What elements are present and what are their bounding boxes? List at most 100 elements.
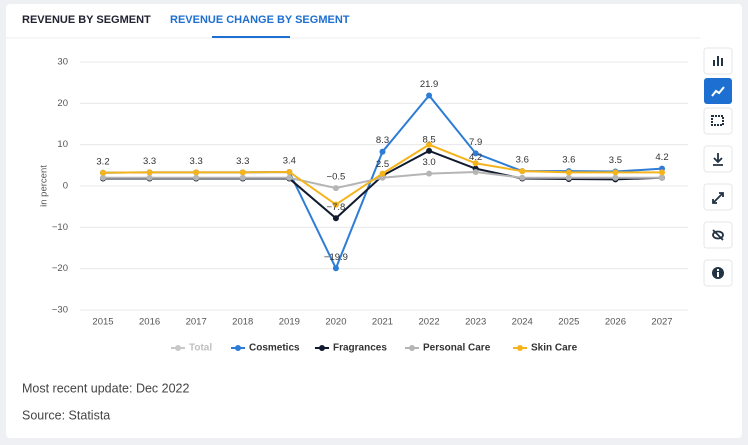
data-label: 7.9 (469, 137, 482, 148)
x-tick-label: 2017 (186, 317, 207, 328)
x-tick-label: 2024 (512, 317, 533, 328)
legend-marker (517, 345, 523, 351)
data-label: 3.5 (609, 155, 622, 166)
data-label: 3.0 (422, 157, 435, 168)
y-tick-label: −10 (52, 222, 68, 233)
legend-label[interactable]: Total (189, 343, 212, 354)
point (379, 170, 386, 177)
toolbar (703, 47, 733, 287)
legend-label[interactable]: Skin Care (531, 343, 578, 354)
legend-label[interactable]: Fragrances (333, 343, 387, 354)
y-tick-label: 20 (57, 98, 68, 109)
point (379, 148, 386, 155)
legend-marker (235, 345, 241, 351)
point (239, 174, 246, 181)
y-tick-label: 0 (63, 181, 68, 192)
data-label: 3.3 (143, 156, 156, 167)
icon (711, 115, 724, 126)
point (286, 168, 293, 175)
x-tick-label: 2015 (92, 317, 113, 328)
icon (717, 56, 719, 66)
point (426, 170, 433, 177)
point (472, 150, 479, 157)
point (193, 169, 200, 176)
point (426, 147, 433, 154)
icon (711, 86, 725, 97)
x-tick-label: 2020 (325, 317, 346, 328)
icon (717, 269, 719, 271)
footer-update: Most recent update: Dec 2022 (22, 381, 190, 395)
data-label: 8.5 (422, 134, 435, 145)
data-label: 3.6 (562, 155, 575, 166)
x-tick-label: 2023 (465, 317, 486, 328)
x-tick-label: 2018 (232, 317, 253, 328)
data-label: −7.8 (327, 202, 346, 213)
x-tick-label: 2026 (605, 317, 626, 328)
tool-line-chart[interactable] (704, 78, 732, 104)
data-label: 3.3 (236, 156, 249, 167)
point (146, 169, 153, 176)
data-label: 3.3 (190, 156, 203, 167)
icon (721, 58, 723, 66)
y-tick-label: 30 (57, 57, 68, 68)
point (519, 174, 526, 181)
data-label: 2.5 (376, 159, 389, 170)
data-label: 8.3 (376, 135, 389, 146)
icon (712, 230, 724, 240)
x-tick-label: 2025 (558, 317, 579, 328)
tab[interactable]: REVENUE CHANGE BY SEGMENT (170, 14, 350, 26)
data-label: 3.6 (516, 155, 529, 166)
point (426, 141, 433, 148)
point (146, 174, 153, 181)
point (239, 169, 246, 176)
point (472, 168, 479, 175)
tab[interactable]: REVENUE BY SEGMENT (22, 14, 151, 26)
card (6, 4, 742, 438)
point (659, 174, 665, 181)
x-tick-label: 2016 (139, 317, 160, 328)
point (565, 174, 572, 181)
x-tick-label: 2019 (279, 317, 300, 328)
tool-table[interactable] (703, 107, 733, 135)
point (332, 201, 339, 208)
point (379, 174, 386, 181)
point (612, 174, 619, 181)
y-tick-label: −30 (52, 305, 68, 316)
legend-marker (319, 345, 325, 351)
icon (713, 153, 723, 166)
icon (712, 192, 724, 204)
point (332, 185, 339, 192)
data-label: 3.4 (283, 155, 296, 166)
y-axis-label: in percent (39, 165, 50, 207)
y-tick-label: 10 (57, 139, 68, 150)
x-tick-label: 2021 (372, 317, 393, 328)
icon (717, 272, 719, 277)
data-label: 4.2 (469, 152, 482, 163)
data-label: 3.2 (96, 156, 109, 167)
point (659, 169, 665, 176)
data-label: −0.5 (327, 172, 346, 183)
legend-label[interactable]: Cosmetics (249, 343, 300, 354)
data-label: 21.9 (420, 79, 439, 90)
data-label: −19.9 (324, 252, 348, 263)
tab-underline (212, 36, 290, 38)
footer-source: Source: Statista (22, 408, 110, 422)
data-label: 4.2 (655, 152, 668, 163)
legend-marker (409, 345, 415, 351)
point (332, 215, 339, 222)
icon (712, 229, 724, 241)
legend-label[interactable]: Personal Care (423, 343, 491, 354)
point (612, 169, 619, 176)
point (426, 92, 433, 99)
point (519, 168, 526, 175)
point (565, 169, 572, 176)
point (286, 174, 293, 181)
x-tick-label: 2022 (419, 317, 440, 328)
point (332, 265, 339, 272)
point (100, 174, 106, 181)
y-tick-label: −20 (52, 263, 68, 274)
point (193, 174, 200, 181)
legend-marker (175, 345, 181, 351)
point (472, 160, 479, 167)
